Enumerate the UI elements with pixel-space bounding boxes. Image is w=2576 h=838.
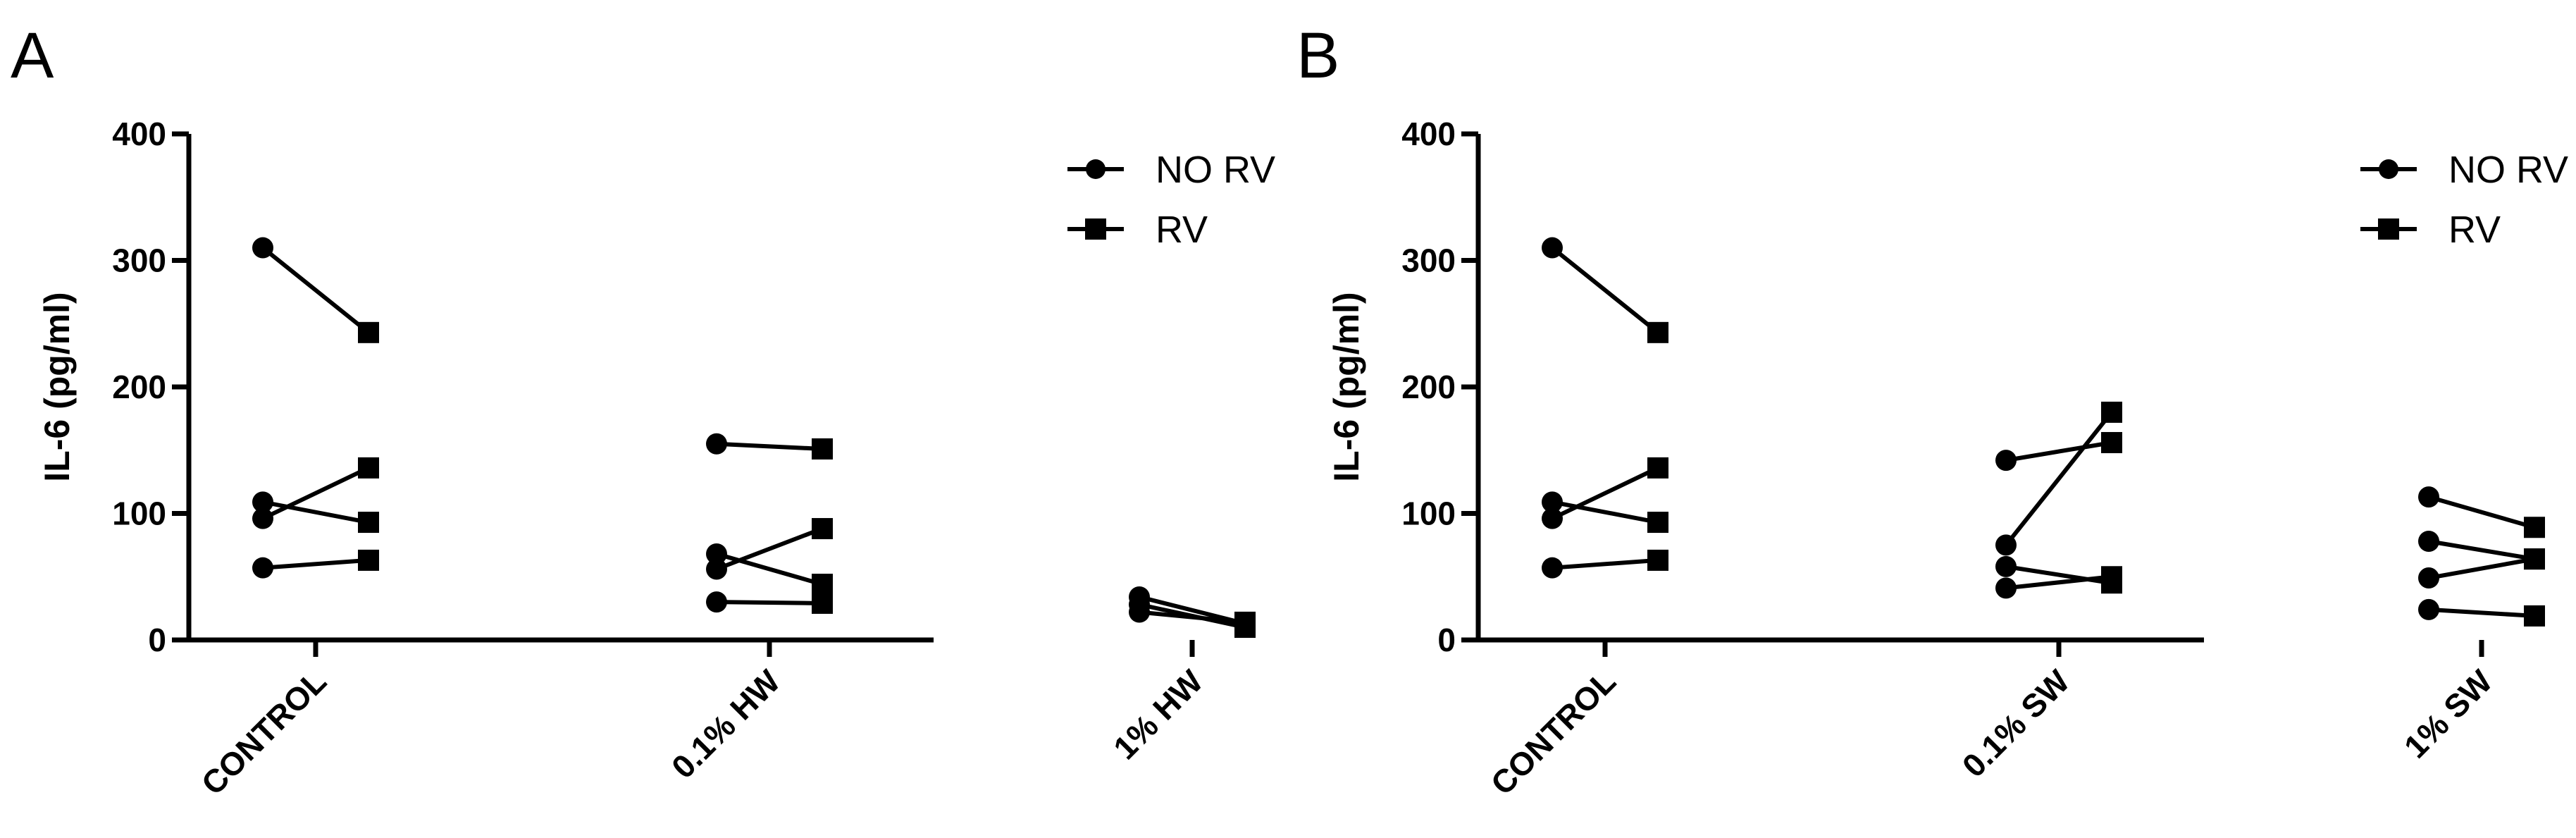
rv-point xyxy=(1234,611,1256,633)
legend-label: RV xyxy=(1156,209,1208,251)
x-tick-label: 1% HW xyxy=(1106,663,1210,766)
pair-line xyxy=(2005,574,2112,591)
no-rv-point xyxy=(1542,507,1563,529)
legend-label: NO RV xyxy=(2448,149,2568,191)
panel-letter: B xyxy=(1296,20,1339,92)
pair-line xyxy=(1551,466,1659,521)
legend-marker-square xyxy=(2378,218,2399,240)
x-tick-label: CONTROL xyxy=(194,663,333,802)
no-rv-point xyxy=(252,557,273,579)
x-tick-label: CONTROL xyxy=(1483,663,1623,802)
no-rv-point xyxy=(1129,601,1150,623)
x-tick-label: 0.1% SW xyxy=(1955,663,2077,784)
no-rv-point xyxy=(706,591,727,613)
no-rv-point xyxy=(1995,577,2017,599)
rv-point xyxy=(2524,605,2545,627)
legend-marker-square xyxy=(1085,218,1106,240)
no-rv-point xyxy=(1542,491,1563,513)
y-tick-label: 200 xyxy=(112,369,166,405)
y-tick-label: 400 xyxy=(1401,116,1456,152)
rv-point xyxy=(812,518,833,540)
rv-point xyxy=(358,457,379,479)
no-rv-point xyxy=(706,543,727,565)
y-tick-label: 400 xyxy=(112,116,166,152)
rv-point xyxy=(812,574,833,596)
legend-label: RV xyxy=(2448,209,2501,251)
pair-line xyxy=(2428,495,2535,530)
panel-b: B 0 100 200 300 400 IL-6 (pg/ml) CONTROL 0.1% SW… xyxy=(1296,20,2568,802)
no-rv-point xyxy=(2418,567,2439,589)
y-tick-label: 300 xyxy=(1401,242,1456,279)
pair-line xyxy=(261,246,370,335)
no-rv-point xyxy=(706,558,727,580)
rv-point xyxy=(2101,566,2122,588)
y-tick-label: 100 xyxy=(112,495,166,532)
pair-line xyxy=(262,500,369,525)
rv-point xyxy=(2101,431,2122,453)
y-tick-label: 0 xyxy=(148,622,166,658)
no-rv-point xyxy=(1995,555,2017,577)
pair-line xyxy=(1139,610,1246,624)
pair-line xyxy=(716,441,823,451)
rv-point xyxy=(1647,457,1668,479)
pair-line xyxy=(2428,607,2535,618)
panel-letter: A xyxy=(11,20,54,92)
rv-point xyxy=(2524,517,2545,538)
pair-line xyxy=(715,526,824,572)
legend-label: NO RV xyxy=(1156,149,1275,191)
no-rv-point xyxy=(252,237,273,259)
y-tick-label: 100 xyxy=(1401,495,1456,532)
no-rv-point xyxy=(2418,486,2439,508)
y-axis-label: IL-6 (pg/ml) xyxy=(37,292,77,481)
rv-point xyxy=(2101,401,2122,423)
pair-line xyxy=(261,466,370,521)
rv-point xyxy=(812,438,833,460)
no-rv-point xyxy=(1542,557,1563,579)
rv-point xyxy=(812,592,833,614)
y-tick-label: 300 xyxy=(112,242,166,279)
pair-line xyxy=(262,557,369,570)
pair-line xyxy=(716,552,823,586)
y-tick-label: 0 xyxy=(1437,622,1456,658)
panel-a: A 0 100 200 300 400 IL-6 (pg/ml) CONTROL 0.1% HW… xyxy=(11,20,1275,802)
no-rv-point xyxy=(252,491,273,513)
pair-line xyxy=(716,600,823,605)
rv-point xyxy=(1647,549,1668,571)
pair-line xyxy=(1552,557,1659,570)
no-rv-point xyxy=(1542,237,1563,259)
rv-point xyxy=(1647,321,1668,343)
no-rv-point xyxy=(1995,450,2017,472)
y-axis-label: IL-6 (pg/ml) xyxy=(1327,292,1366,481)
rv-point xyxy=(2524,548,2545,570)
no-rv-point xyxy=(706,433,727,455)
no-rv-point xyxy=(2418,598,2439,620)
pair-line xyxy=(2005,440,2112,463)
y-tick-label: 200 xyxy=(1401,369,1456,405)
pair-line xyxy=(1551,246,1659,335)
legend-marker-circle xyxy=(1086,159,1106,179)
legend-marker-circle xyxy=(2379,159,2398,179)
pair-line xyxy=(1552,500,1659,525)
x-tick-label: 1% SW xyxy=(2397,663,2500,765)
rv-point xyxy=(358,512,379,534)
no-rv-point xyxy=(2418,530,2439,552)
rv-point xyxy=(358,321,379,343)
pair-line xyxy=(2428,557,2535,580)
no-rv-point xyxy=(252,507,273,529)
rv-point xyxy=(358,549,379,571)
pair-line xyxy=(2004,411,2114,547)
rv-point xyxy=(1647,512,1668,534)
pair-line xyxy=(2428,539,2535,562)
x-tick-label: 0.1% HW xyxy=(664,663,788,786)
no-rv-point xyxy=(1995,534,2017,556)
